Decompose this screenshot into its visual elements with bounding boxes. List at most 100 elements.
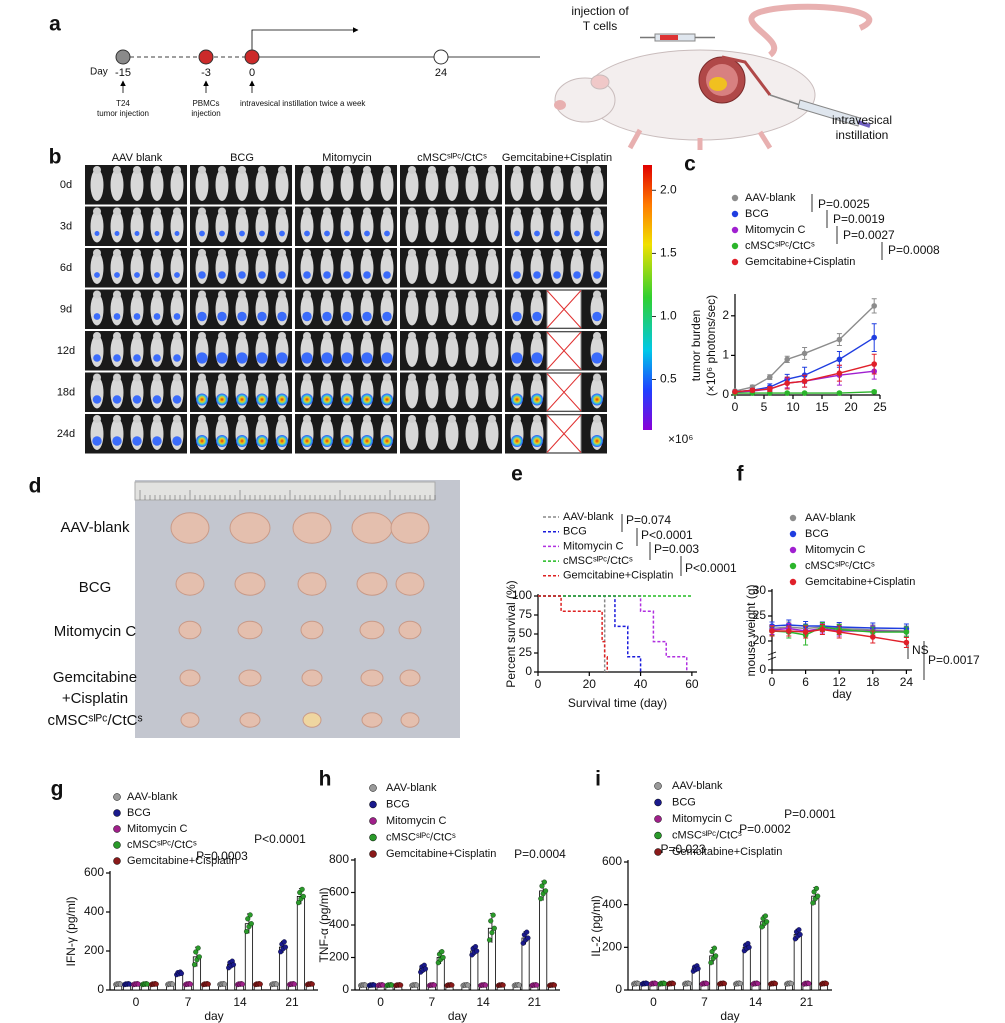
legend-swatch xyxy=(369,850,377,858)
legend-label: Gemcitabine+Cisplatin xyxy=(563,570,673,582)
signal xyxy=(257,311,267,322)
y-axis-label: IFN-γ (pg/ml) xyxy=(64,897,78,967)
tumor xyxy=(400,712,420,728)
illustration-label: injection of xyxy=(571,4,629,18)
bar xyxy=(296,896,306,991)
replicate-dot xyxy=(489,930,495,936)
mouse-head xyxy=(363,415,371,423)
mouse-head xyxy=(238,166,246,174)
legend-swatch xyxy=(369,784,377,792)
mouse-head xyxy=(488,166,496,174)
signal xyxy=(153,313,161,320)
survival-curve xyxy=(538,595,688,672)
signal xyxy=(152,395,162,404)
imaging-cell xyxy=(295,206,397,246)
mouse-head xyxy=(198,373,206,382)
signal xyxy=(236,435,248,447)
legend-label: Mitomycin C xyxy=(563,540,624,552)
mouse-head xyxy=(533,290,541,299)
mouse xyxy=(90,252,104,284)
mouse-head xyxy=(383,249,391,257)
mouse-head xyxy=(488,373,496,382)
signal xyxy=(362,311,372,322)
day-row-label: 9d xyxy=(60,303,72,315)
replicate-dot xyxy=(178,970,185,976)
mouse-head xyxy=(488,332,496,340)
tumor xyxy=(238,669,262,687)
replicate-dot xyxy=(538,896,544,902)
signal xyxy=(573,271,581,279)
x-tick-label: 20 xyxy=(844,400,858,414)
signal xyxy=(237,311,247,322)
mouse-head xyxy=(513,290,521,299)
mouse-head xyxy=(533,415,541,423)
signal xyxy=(133,354,141,362)
mouse xyxy=(320,210,334,243)
legend-label: Mitomycin C xyxy=(386,815,447,827)
y-tick-label: 400 xyxy=(84,904,104,918)
y-tick-label: 800 xyxy=(329,852,349,866)
mouse-head xyxy=(533,207,541,216)
mouse xyxy=(340,210,354,243)
x-tick-label: 14 xyxy=(749,995,763,1009)
legend-label: BCG xyxy=(563,526,587,538)
signal xyxy=(513,271,521,279)
mouse xyxy=(110,293,124,326)
mouse-head xyxy=(198,415,206,423)
signal xyxy=(361,352,373,364)
mouse-head xyxy=(468,415,476,423)
mouse-head xyxy=(93,249,101,257)
y-tick-label: 50 xyxy=(519,626,533,640)
replicate-dot xyxy=(516,982,522,988)
imaging-cell xyxy=(400,372,502,412)
panel-label: d xyxy=(29,475,42,498)
cross xyxy=(546,290,582,329)
mouse xyxy=(445,376,459,409)
mouse-head xyxy=(383,415,391,423)
replicate-dot xyxy=(257,981,263,987)
p-value: P=0.0004 xyxy=(514,847,566,861)
imaging-cell xyxy=(400,165,502,205)
mouse-head xyxy=(198,332,206,340)
signal xyxy=(92,436,102,446)
imaging-cell xyxy=(295,165,397,205)
mouse-head xyxy=(303,249,311,257)
bar xyxy=(793,934,802,991)
mouse xyxy=(90,293,104,326)
survival-curve xyxy=(538,595,642,672)
data-point xyxy=(836,390,843,396)
photo-row-label: Gemcitabine xyxy=(53,669,137,686)
mouse-head xyxy=(278,166,286,174)
mouse xyxy=(550,210,564,243)
signal xyxy=(304,230,310,237)
x-tick-label: 21 xyxy=(800,995,814,1009)
p-value: P<0.0001 xyxy=(254,832,306,846)
day-row-label: 6d xyxy=(60,262,72,274)
panel-label: a xyxy=(49,13,61,36)
x-tick-label: 0 xyxy=(650,995,657,1009)
mouse-head xyxy=(323,332,331,340)
signal xyxy=(323,271,331,279)
signal xyxy=(594,230,600,237)
imaging-cell xyxy=(190,414,292,454)
mouse-head xyxy=(343,207,351,216)
legend-label: cMSCˢᴵᴾᶜ/CtCˢ xyxy=(127,839,197,851)
replicate-dot xyxy=(534,982,540,988)
mouse-head xyxy=(93,166,101,174)
mouse-head xyxy=(428,249,436,257)
mouse-head xyxy=(153,249,161,257)
day-row-label: 12d xyxy=(57,345,75,357)
mouse-head xyxy=(218,249,226,257)
mouse xyxy=(570,169,584,201)
mouse-head xyxy=(303,373,311,382)
y-tick-label: 400 xyxy=(329,917,349,931)
legend-swatch xyxy=(369,833,377,842)
signal xyxy=(591,435,603,447)
mouse-head xyxy=(428,207,436,216)
legend-label: Mitomycin C xyxy=(127,823,188,835)
imaging-cell xyxy=(400,414,502,454)
legend-label: cMSCˢᴵᴾᶜ/CtCˢ xyxy=(805,560,875,572)
event-label: T24 xyxy=(116,99,130,108)
mouse-head xyxy=(408,332,416,340)
